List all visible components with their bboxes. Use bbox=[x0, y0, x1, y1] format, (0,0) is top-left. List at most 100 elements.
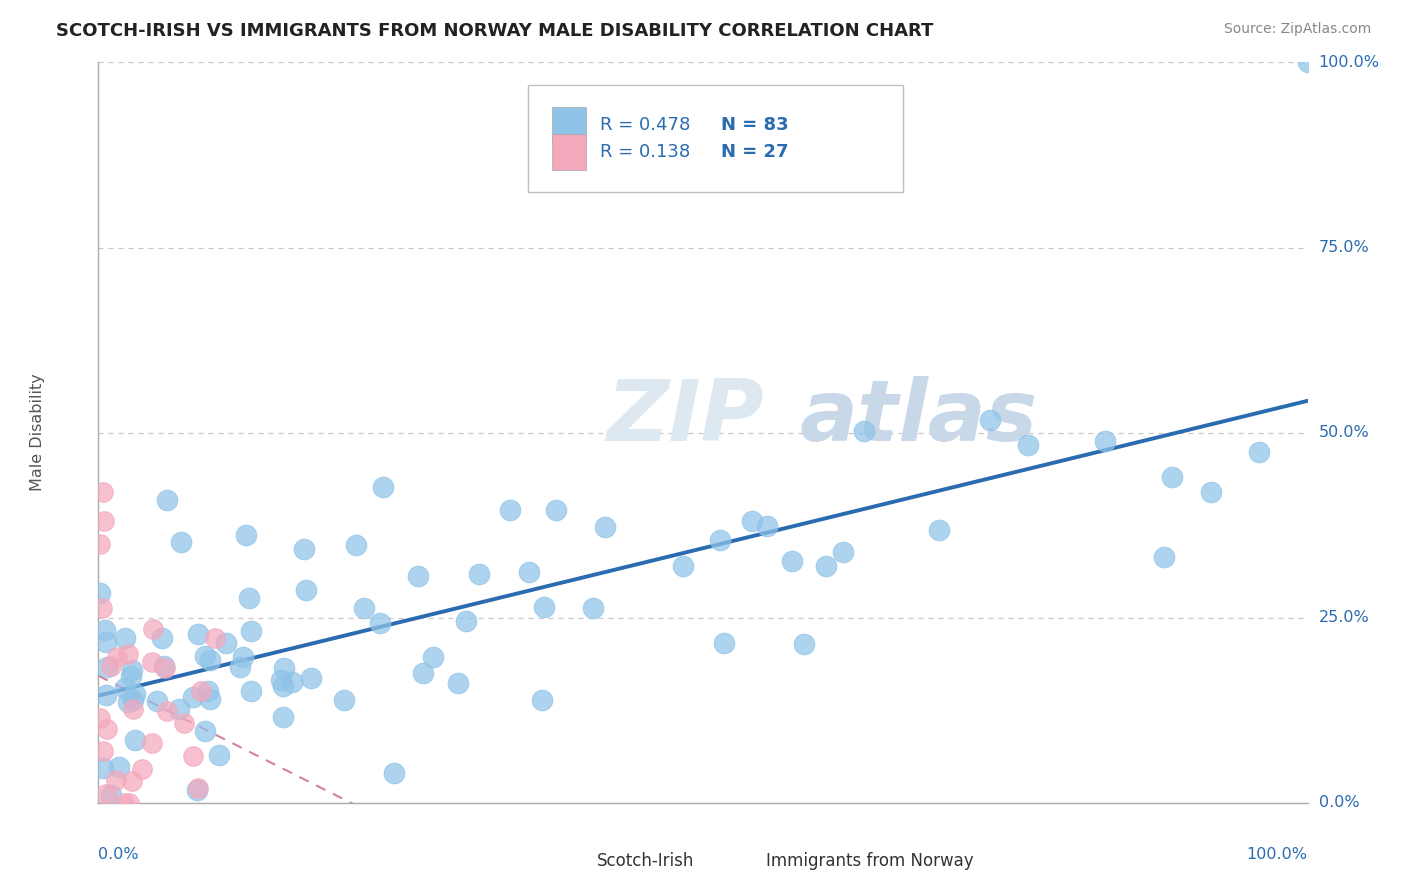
Point bbox=[89, 586, 111, 600]
Point bbox=[1161, 470, 1184, 484]
Point bbox=[228, 659, 250, 673]
Point bbox=[117, 695, 139, 709]
Text: 100.0%: 100.0% bbox=[1319, 55, 1379, 70]
Point bbox=[593, 519, 616, 533]
Point bbox=[671, 558, 693, 573]
Point bbox=[155, 661, 177, 675]
Point bbox=[1017, 438, 1039, 452]
Point bbox=[713, 636, 735, 650]
Point bbox=[186, 783, 208, 797]
Point bbox=[100, 659, 122, 673]
Point bbox=[156, 492, 179, 507]
Text: 0.0%: 0.0% bbox=[1319, 796, 1360, 810]
Point bbox=[793, 637, 815, 651]
FancyBboxPatch shape bbox=[558, 849, 585, 871]
Point bbox=[146, 694, 169, 708]
Point bbox=[124, 732, 146, 747]
Point bbox=[353, 601, 375, 615]
Point bbox=[120, 669, 142, 683]
Text: 0.0%: 0.0% bbox=[98, 847, 139, 863]
Point bbox=[131, 763, 153, 777]
Point bbox=[173, 715, 195, 730]
Point bbox=[1249, 445, 1271, 459]
Text: 50.0%: 50.0% bbox=[1319, 425, 1369, 440]
Point bbox=[294, 582, 316, 597]
Point bbox=[121, 693, 143, 707]
Point bbox=[118, 796, 141, 810]
Point bbox=[198, 653, 221, 667]
Point bbox=[454, 614, 477, 628]
Point bbox=[91, 744, 114, 758]
Point bbox=[112, 796, 135, 810]
Point bbox=[232, 650, 254, 665]
Text: Immigrants from Norway: Immigrants from Norway bbox=[766, 852, 973, 870]
Point bbox=[741, 514, 763, 528]
Point bbox=[93, 515, 115, 529]
Point bbox=[117, 648, 139, 662]
Point bbox=[281, 674, 304, 689]
Point bbox=[499, 503, 522, 517]
Text: Source: ZipAtlas.com: Source: ZipAtlas.com bbox=[1223, 22, 1371, 37]
Point bbox=[96, 660, 118, 674]
Point bbox=[270, 673, 292, 687]
Point bbox=[422, 650, 444, 665]
Point bbox=[114, 632, 136, 646]
Point bbox=[197, 683, 219, 698]
Point bbox=[544, 503, 567, 517]
Point bbox=[121, 774, 143, 789]
Point bbox=[141, 736, 163, 750]
Text: ZIP: ZIP bbox=[606, 376, 763, 459]
Point bbox=[91, 601, 114, 615]
Point bbox=[141, 655, 163, 669]
Point bbox=[368, 615, 391, 630]
Point bbox=[382, 765, 405, 780]
Point bbox=[344, 538, 367, 552]
Point bbox=[91, 761, 114, 775]
Point bbox=[333, 693, 356, 707]
Text: R = 0.478: R = 0.478 bbox=[600, 116, 690, 134]
Point bbox=[114, 681, 136, 695]
Point bbox=[273, 661, 295, 675]
Point bbox=[852, 424, 875, 438]
Point bbox=[89, 711, 111, 725]
Point bbox=[150, 631, 173, 645]
Point bbox=[240, 624, 263, 639]
Point bbox=[187, 780, 209, 795]
Text: 75.0%: 75.0% bbox=[1319, 240, 1369, 255]
Point bbox=[94, 623, 117, 637]
Point bbox=[299, 671, 322, 685]
Point bbox=[240, 683, 263, 698]
Point bbox=[108, 760, 131, 774]
Point bbox=[153, 658, 176, 673]
Point bbox=[94, 787, 117, 801]
Point bbox=[105, 650, 128, 665]
Point bbox=[371, 479, 394, 493]
Point bbox=[1153, 549, 1175, 564]
Point bbox=[124, 687, 146, 701]
Point bbox=[271, 679, 294, 693]
Point bbox=[530, 693, 553, 707]
Point bbox=[142, 622, 165, 636]
Point bbox=[100, 789, 122, 803]
Point bbox=[238, 591, 260, 606]
Text: Scotch-Irish: Scotch-Irish bbox=[596, 852, 695, 870]
Text: SCOTCH-IRISH VS IMMIGRANTS FROM NORWAY MALE DISABILITY CORRELATION CHART: SCOTCH-IRISH VS IMMIGRANTS FROM NORWAY M… bbox=[56, 22, 934, 40]
Point bbox=[292, 542, 315, 557]
Point bbox=[204, 631, 226, 645]
Point bbox=[406, 569, 429, 583]
Text: 25.0%: 25.0% bbox=[1319, 610, 1369, 625]
FancyBboxPatch shape bbox=[727, 849, 754, 871]
Point bbox=[582, 601, 605, 615]
Point bbox=[208, 747, 231, 762]
Point bbox=[1199, 485, 1222, 500]
Point bbox=[709, 533, 731, 548]
Point bbox=[780, 554, 803, 568]
FancyBboxPatch shape bbox=[551, 135, 586, 169]
Point bbox=[94, 689, 117, 703]
Point bbox=[156, 705, 179, 719]
Point bbox=[89, 536, 111, 550]
Point bbox=[194, 724, 217, 739]
Point bbox=[94, 635, 117, 649]
Point bbox=[187, 627, 209, 641]
Text: N = 83: N = 83 bbox=[721, 116, 789, 134]
